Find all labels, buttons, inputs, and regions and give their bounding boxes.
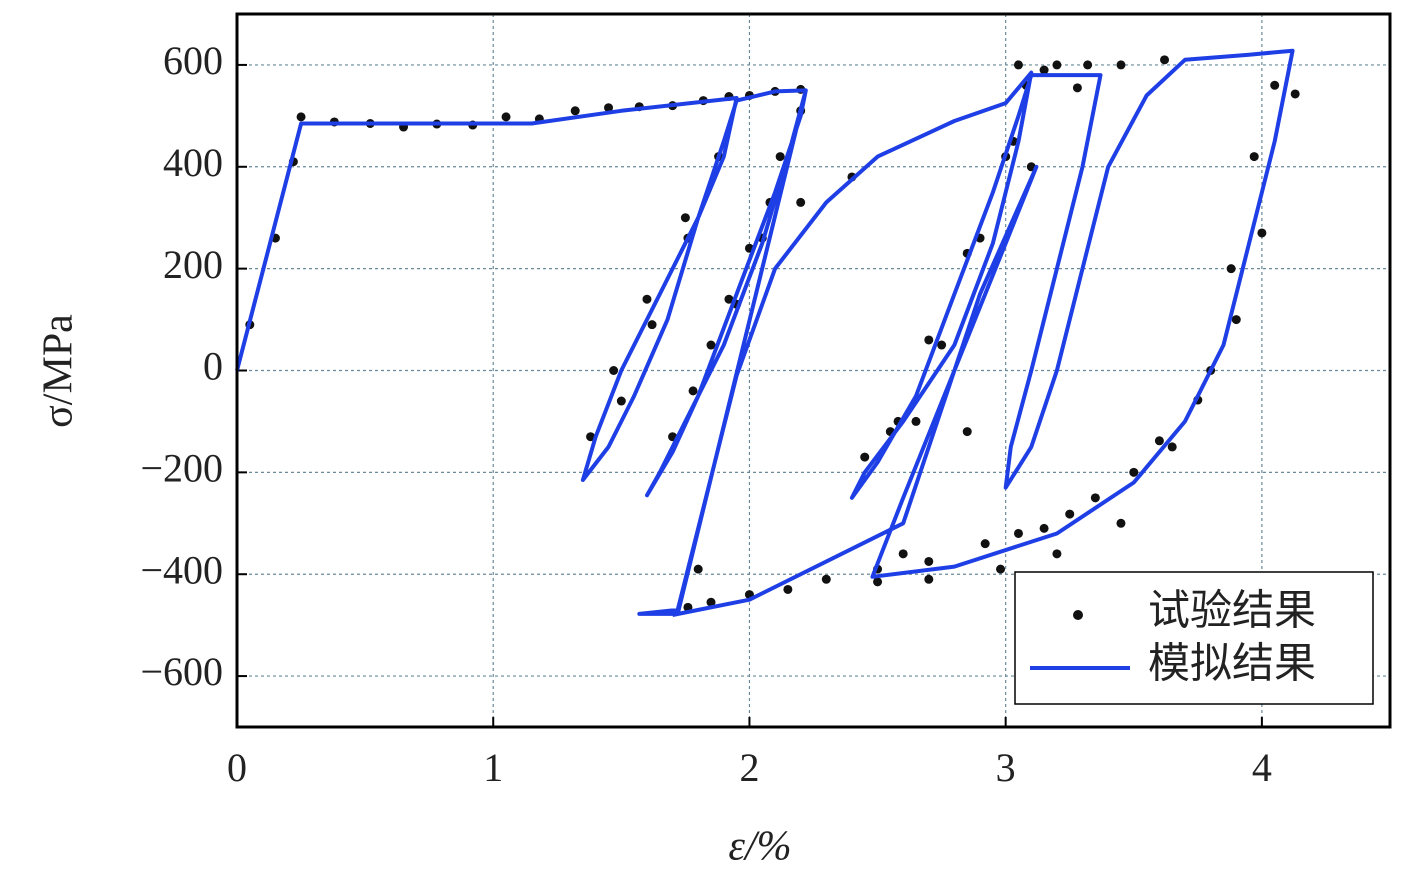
data-point (860, 452, 870, 462)
data-point (996, 564, 1006, 574)
y-tick-label: −400 (140, 547, 223, 592)
data-point (706, 597, 716, 607)
plot-frame (235, 12, 1392, 729)
data-line (235, 48, 1295, 617)
legend-box (1014, 571, 1374, 705)
data-point (1160, 55, 1170, 65)
data-point (924, 574, 934, 584)
data-point (706, 340, 716, 350)
y-axis-label: σ/MPa (36, 314, 82, 428)
y-tick-label: 0 (203, 344, 223, 389)
data-point (609, 366, 619, 375)
legend-marker (1073, 610, 1083, 620)
data-point (1154, 436, 1164, 446)
data-point (980, 539, 990, 549)
data-point (604, 103, 614, 113)
data-point (642, 294, 652, 304)
y-tick-label: −200 (140, 446, 223, 491)
y-tick-label: 600 (163, 38, 223, 83)
x-tick-label: 2 (739, 745, 759, 790)
data-point (1072, 83, 1082, 93)
data-point (1052, 549, 1062, 559)
data-point (1231, 315, 1241, 325)
x-tick-label: 3 (996, 745, 1016, 790)
data-point (296, 112, 306, 122)
data-point (911, 416, 921, 426)
data-point (570, 106, 580, 116)
data-point (1065, 509, 1075, 519)
data-point (1116, 60, 1126, 70)
data-point (775, 152, 785, 162)
data-point (1257, 228, 1267, 238)
data-point (724, 294, 734, 304)
data-point (1249, 152, 1259, 162)
data-point (924, 556, 934, 566)
data-point (616, 396, 626, 406)
data-point (873, 577, 883, 587)
data-point (924, 335, 934, 345)
x-tick-label: 1 (483, 745, 503, 790)
data-point (1167, 442, 1177, 452)
legend-label: 试验结果 (1148, 588, 1316, 635)
data-point (1226, 264, 1236, 274)
data-point (693, 564, 703, 574)
data-point (1013, 60, 1023, 70)
data-point (1270, 80, 1280, 90)
data-point (1116, 518, 1126, 528)
data-point (898, 549, 908, 559)
x-tick-label: 0 (227, 745, 247, 790)
legend-label: 模拟结果 (1148, 642, 1316, 688)
y-tick-label: −600 (140, 649, 223, 694)
x-tick-label: 4 (1252, 745, 1272, 790)
data-point (680, 213, 690, 223)
y-tick-label: 400 (163, 140, 223, 185)
data-point (937, 340, 947, 350)
data-point (688, 386, 698, 396)
data-point (783, 584, 793, 594)
data-point (796, 197, 806, 207)
data-point (1083, 60, 1093, 70)
data-point (647, 320, 657, 330)
data-point (1129, 467, 1139, 477)
data-point (1090, 493, 1100, 503)
data-point (586, 432, 596, 442)
data-point (1052, 60, 1062, 70)
data-point (1039, 523, 1049, 533)
data-point (501, 112, 511, 122)
data-point (1290, 89, 1300, 99)
data-point (962, 427, 972, 437)
data-point (1013, 528, 1023, 538)
data-point (1039, 65, 1049, 75)
y-tick-label: 200 (163, 242, 223, 287)
data-point (821, 574, 831, 584)
x-axis-label: ε/% (728, 824, 791, 870)
